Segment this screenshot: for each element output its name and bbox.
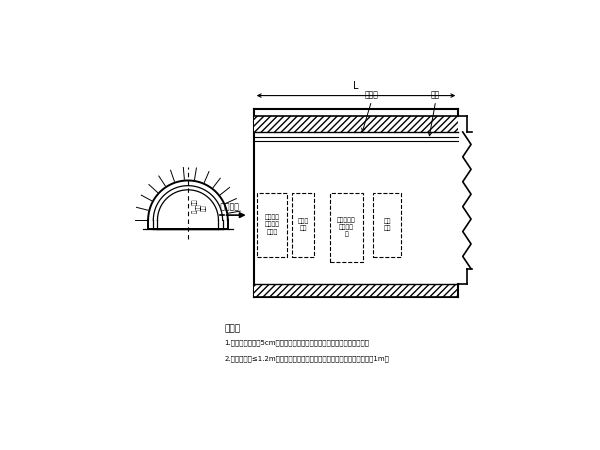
Bar [257,193,287,256]
Bar [254,117,458,132]
Text: 超前小导管
注浆加固
体: 超前小导管 注浆加固 体 [337,217,356,238]
Text: 层: 层 [192,210,198,213]
Text: 复合式
衬砌: 复合式 衬砌 [298,218,309,231]
Text: 初期支护
系统锚杆
防水板: 初期支护 系统锚杆 防水板 [265,214,280,235]
Bar [292,193,314,256]
Text: 二衬: 二衬 [431,90,440,99]
Text: 防水板: 防水板 [365,90,379,99]
Text: 1.先将格栅拱架与5cm厚初喷混凝土施工，对格栅进行定位，然后施工。: 1.先将格栅拱架与5cm厚初喷混凝土施工，对格栅进行定位，然后施工。 [224,340,370,346]
Text: 衬砌: 衬砌 [201,205,207,211]
Bar [330,193,363,262]
Text: 防水: 防水 [192,198,198,204]
Text: 2.格栅间距应≤1.2m，亦应视超前支护施工的要求进行调整，一般不超过1m。: 2.格栅间距应≤1.2m，亦应视超前支护施工的要求进行调整，一般不超过1m。 [224,356,389,362]
Text: 钢架
支撑: 钢架 支撑 [383,218,391,231]
Text: 初支: 初支 [196,203,202,210]
Text: 说明：: 说明： [224,324,241,333]
Text: L: L [353,81,359,91]
Bar [373,193,401,256]
Bar [254,284,458,297]
Text: ·行车方向: ·行车方向 [218,202,239,211]
